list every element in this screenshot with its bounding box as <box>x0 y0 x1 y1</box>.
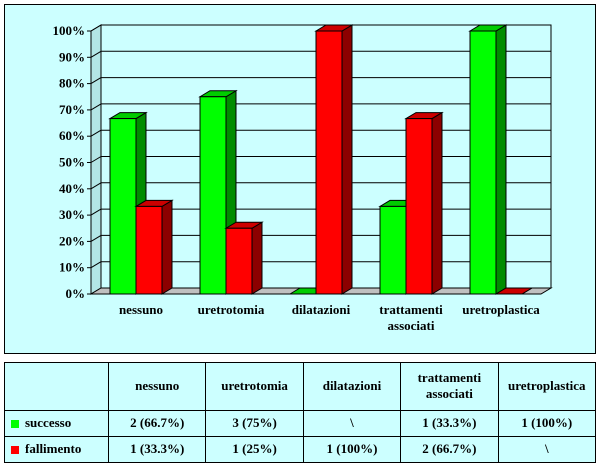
gridline-side <box>90 234 102 242</box>
chart-panel: 0% 10% 20% 30% 40% 50% 60% 70% 80% 90% 100% nessuno… <box>4 4 596 354</box>
x-category-label: uretrotomia <box>198 302 265 317</box>
bar-successo <box>379 205 407 295</box>
bar-top-fallimento <box>494 287 534 295</box>
table-cell: 1 (33.3%) <box>400 409 499 437</box>
gridline-side <box>90 208 102 216</box>
series-label-fallimento: fallimento <box>4 435 109 464</box>
x-category-label: trattamenti <box>379 302 443 317</box>
bar-fallimento <box>225 227 253 295</box>
table-cell: 3 (75%) <box>205 409 304 437</box>
bar-side-fallimento <box>341 24 353 295</box>
y-tick-label: 30% <box>59 207 85 222</box>
gridline-side <box>90 261 102 269</box>
gridline-side <box>90 77 102 85</box>
x-category-label: dilatazioni <box>292 302 351 317</box>
bar-side-fallimento <box>161 199 173 295</box>
legend-swatch-successo <box>11 420 19 429</box>
bar-fallimento <box>315 30 343 295</box>
bar-successo <box>109 118 137 295</box>
table-row: fallimento 1 (33.3%) 1 (25%) 1 (100%) 2 … <box>4 435 597 464</box>
y-tick-label: 100% <box>53 23 86 38</box>
table-cell: 2 (66.7%) <box>400 435 499 464</box>
series-label-successo: successo <box>4 409 109 437</box>
bar-side-fallimento <box>251 221 263 295</box>
table-cell: 1 (25%) <box>205 435 304 464</box>
bar-successo <box>199 96 227 295</box>
gridline-side <box>90 24 102 32</box>
gridline-side <box>90 103 102 111</box>
y-tick-label: 10% <box>59 260 85 275</box>
x-category-label: nessuno <box>119 302 163 317</box>
bar-fallimento <box>405 118 433 295</box>
y-tick-label: 80% <box>59 76 85 91</box>
y-tick-label: 90% <box>59 49 85 64</box>
table-header-cell: uretroplastica <box>497 362 597 411</box>
table-cell: \ <box>302 409 402 437</box>
table-cell: 1 (33.3%) <box>107 435 207 464</box>
table-header-cell: dilatazioni <box>302 362 402 411</box>
gridline-side <box>90 129 102 137</box>
x-category-label: uretroplastica <box>462 302 540 317</box>
y-tick-label: 70% <box>59 102 85 117</box>
table-header-cell: trattamenti associati <box>400 362 499 411</box>
bar-successo <box>469 30 497 295</box>
table-cell: 2 (66.7%) <box>107 409 207 437</box>
x-category-label: associati <box>388 318 435 333</box>
table-header-row: nessuno uretrotomia dilatazioni trattame… <box>4 362 597 411</box>
y-tick-label: 0% <box>66 286 86 301</box>
table-header-cell: uretrotomia <box>205 362 304 411</box>
y-tick-label: 20% <box>59 233 85 248</box>
y-tick-label: 60% <box>59 128 85 143</box>
gridline-side <box>90 182 102 190</box>
table-row: successo 2 (66.7%) 3 (75%) \ 1 (33.3%) 1… <box>4 409 597 437</box>
table-cell: 1 (100%) <box>302 435 402 464</box>
table-cell: 1 (100%) <box>497 409 597 437</box>
legend-swatch-fallimento <box>11 446 19 455</box>
bar-chart: 0% 10% 20% 30% 40% 50% 60% 70% 80% 90% 100% nessuno… <box>53 23 553 333</box>
table-corner <box>4 362 109 411</box>
bar-side-fallimento <box>431 111 443 295</box>
y-tick-label: 50% <box>59 155 85 170</box>
series-label-text: successo <box>25 415 72 431</box>
table-header-cell: nessuno <box>107 362 207 411</box>
bar-side-successo <box>495 24 507 295</box>
table-cell: \ <box>497 435 597 464</box>
series-label-text: fallimento <box>25 441 82 457</box>
data-table: nessuno uretrotomia dilatazioni trattame… <box>4 362 597 464</box>
y-tick-label: 40% <box>59 181 85 196</box>
gridline-side <box>90 50 102 58</box>
bar-fallimento <box>135 205 163 295</box>
gridline-side <box>90 156 102 163</box>
